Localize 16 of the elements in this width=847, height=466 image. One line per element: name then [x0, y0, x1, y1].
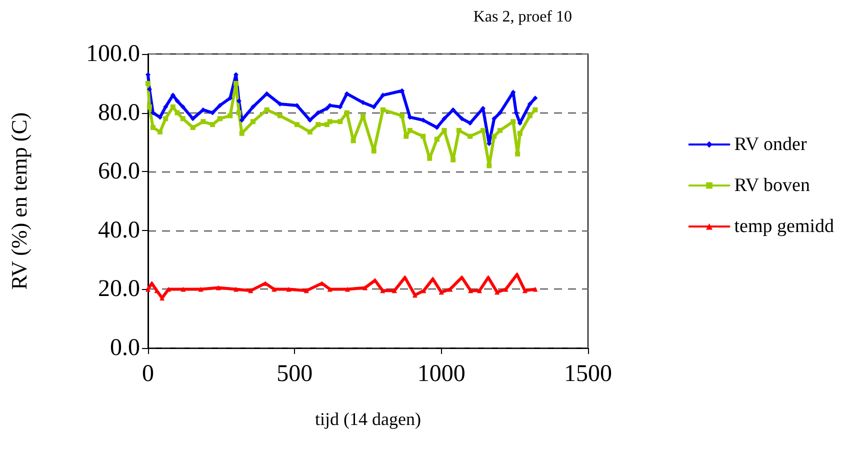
legend-label: RV boven: [734, 175, 810, 196]
y-tick-label: 60.0: [98, 158, 140, 185]
legend-label: RV onder: [734, 134, 808, 155]
x-tick-label: 500: [276, 361, 313, 387]
legend-label: temp gemidd: [734, 216, 834, 237]
y-tick-label: 40.0: [98, 217, 140, 244]
y-tick-label: 100.0: [86, 41, 140, 67]
y-axis-title: RV (%) en temp (C): [6, 112, 32, 290]
x-tick-label: 0: [142, 361, 154, 387]
y-tick-label: 20.0: [98, 276, 140, 302]
x-axis-title: tijd (14 dagen): [315, 409, 421, 429]
x-tick-label: 1500: [564, 361, 612, 387]
chart-title: Kas 2, proef 10: [473, 8, 572, 26]
x-tick-label: 1000: [417, 361, 466, 387]
y-tick-label: 0.0: [110, 335, 140, 361]
y-tick-label: 80.0: [98, 100, 140, 126]
